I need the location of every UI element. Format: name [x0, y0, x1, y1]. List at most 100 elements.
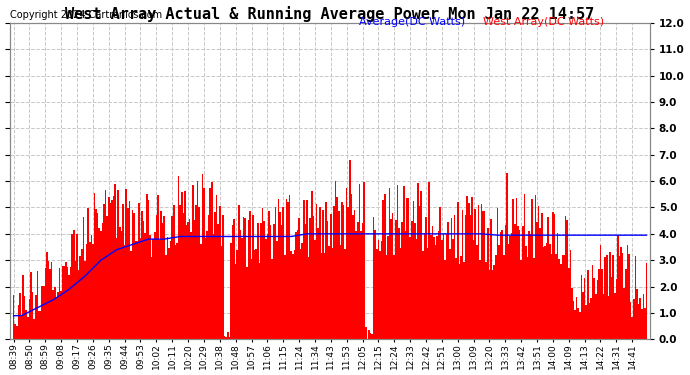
Bar: [116, 238, 117, 339]
Bar: [35, 295, 37, 339]
Bar: [440, 207, 441, 339]
Bar: [533, 258, 535, 339]
Bar: [482, 211, 484, 339]
Bar: [606, 255, 608, 339]
Bar: [162, 223, 164, 339]
Bar: [164, 216, 165, 339]
Text: West Array(DC Watts): West Array(DC Watts): [483, 17, 604, 27]
Bar: [54, 287, 56, 339]
Bar: [90, 235, 92, 339]
Bar: [641, 309, 642, 339]
Bar: [519, 230, 520, 339]
Bar: [111, 200, 112, 339]
Bar: [631, 317, 633, 339]
Bar: [189, 219, 190, 339]
Bar: [377, 240, 380, 339]
Bar: [183, 213, 184, 339]
Bar: [290, 251, 292, 339]
Bar: [529, 231, 530, 339]
Bar: [593, 278, 595, 339]
Bar: [101, 223, 104, 339]
Bar: [33, 320, 35, 339]
Title: West Array Actual & Running Average Power Mon Jan 22 14:57: West Array Actual & Running Average Powe…: [66, 6, 595, 21]
Bar: [357, 222, 359, 339]
Bar: [538, 206, 540, 339]
Bar: [617, 234, 619, 339]
Bar: [622, 254, 624, 339]
Bar: [168, 248, 170, 339]
Bar: [428, 182, 430, 339]
Bar: [128, 201, 130, 339]
Bar: [403, 186, 404, 339]
Bar: [135, 241, 137, 339]
Bar: [587, 270, 589, 339]
Bar: [574, 310, 576, 339]
Bar: [454, 215, 455, 339]
Bar: [56, 297, 57, 339]
Bar: [526, 256, 529, 339]
Bar: [436, 236, 438, 339]
Bar: [551, 254, 552, 339]
Bar: [477, 204, 479, 339]
Bar: [122, 204, 124, 339]
Bar: [322, 210, 324, 339]
Bar: [81, 249, 83, 339]
Bar: [566, 220, 568, 339]
Bar: [100, 231, 101, 339]
Bar: [636, 289, 638, 339]
Bar: [119, 227, 121, 339]
Bar: [597, 280, 598, 339]
Bar: [619, 256, 620, 339]
Bar: [387, 236, 388, 339]
Bar: [579, 312, 581, 339]
Bar: [67, 267, 68, 339]
Bar: [447, 222, 449, 339]
Bar: [224, 336, 226, 339]
Bar: [105, 190, 106, 339]
Bar: [595, 294, 597, 339]
Bar: [330, 214, 332, 339]
Bar: [415, 239, 417, 339]
Bar: [553, 214, 555, 339]
Bar: [124, 246, 126, 339]
Bar: [41, 286, 43, 339]
Bar: [511, 233, 513, 339]
Bar: [420, 190, 422, 339]
Bar: [388, 188, 391, 339]
Bar: [601, 269, 603, 339]
Bar: [625, 269, 627, 339]
Bar: [397, 184, 398, 339]
Bar: [37, 271, 38, 339]
Bar: [359, 184, 360, 339]
Bar: [337, 198, 338, 339]
Bar: [518, 226, 519, 339]
Bar: [400, 248, 402, 339]
Bar: [138, 203, 139, 339]
Bar: [384, 194, 386, 339]
Bar: [486, 262, 487, 339]
Bar: [115, 184, 116, 339]
Bar: [213, 234, 215, 339]
Bar: [22, 275, 24, 339]
Bar: [451, 217, 452, 339]
Bar: [552, 212, 553, 339]
Bar: [94, 194, 95, 339]
Bar: [457, 202, 459, 339]
Bar: [106, 216, 108, 339]
Bar: [137, 242, 138, 339]
Bar: [51, 261, 52, 339]
Bar: [79, 256, 81, 339]
Bar: [293, 251, 295, 339]
Bar: [13, 295, 14, 339]
Bar: [487, 228, 489, 339]
Bar: [392, 213, 393, 339]
Bar: [502, 230, 503, 339]
Bar: [14, 324, 16, 339]
Bar: [235, 264, 237, 339]
Bar: [250, 259, 253, 339]
Bar: [481, 204, 482, 339]
Bar: [317, 228, 319, 339]
Bar: [264, 221, 265, 339]
Bar: [444, 260, 446, 339]
Bar: [108, 197, 110, 339]
